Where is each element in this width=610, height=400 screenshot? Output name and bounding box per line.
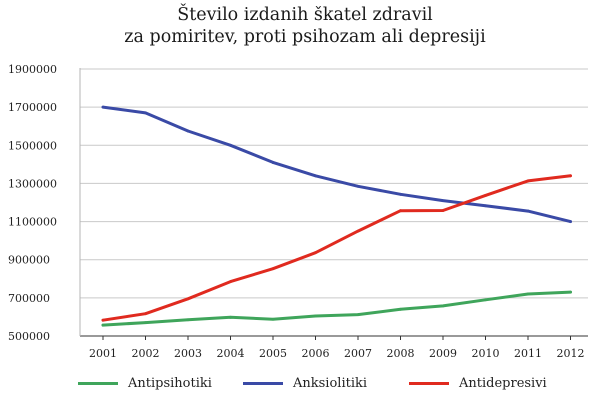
legend-swatch-antidepresivi	[409, 381, 449, 385]
legend-swatch-anksiolitiki	[243, 381, 283, 385]
data-point-anksiolitiki-2010	[484, 204, 487, 208]
data-point-anksiolitiki-2002	[144, 111, 147, 115]
x-tick-label: 2003	[174, 347, 202, 360]
y-tick-label: 1500000	[8, 139, 57, 152]
legend-swatch-antipsihotiki	[78, 381, 118, 385]
series-line-antidepresivi	[101, 174, 572, 322]
chart-title-line-2: za pomiritev, proti psihozam ali depresi…	[124, 27, 486, 47]
x-tick-label: 2002	[132, 347, 160, 360]
data-point-antipsihotiki-2010	[484, 298, 487, 302]
y-tick-label: 1300000	[8, 177, 57, 190]
data-point-antidepresivi-2008	[399, 209, 402, 213]
data-point-antipsihotiki-2003	[186, 318, 190, 322]
x-tick-label: 2004	[217, 347, 245, 360]
x-tick-label: 2011	[514, 347, 542, 360]
data-point-anksiolitiki-2004	[229, 143, 232, 147]
data-point-antidepresivi-2003	[186, 297, 190, 301]
x-tick-label: 2010	[472, 347, 500, 360]
data-point-antipsihotiki-2004	[229, 315, 232, 319]
legend-label-antidepresivi: Antidepresivi	[459, 375, 547, 391]
data-point-antidepresivi-2001	[101, 318, 105, 322]
data-point-antidepresivi-2005	[271, 267, 275, 271]
chart-title-line-1: Število izdanih škatel zdravil	[177, 5, 433, 25]
x-tick-label: 2006	[302, 347, 330, 360]
data-point-antipsihotiki-2005	[271, 317, 275, 321]
data-point-antipsihotiki-2002	[144, 321, 147, 325]
data-point-antidepresivi-2012	[569, 174, 572, 178]
x-tick-label: 2012	[557, 347, 585, 360]
data-point-anksiolitiki-2007	[356, 184, 360, 188]
data-point-antidepresivi-2010	[484, 194, 487, 197]
x-tick-label: 2005	[259, 347, 287, 360]
data-point-anksiolitiki-2008	[399, 192, 402, 196]
data-point-antipsihotiki-2008	[399, 307, 402, 311]
data-point-antidepresivi-2004	[229, 280, 232, 284]
data-point-antidepresivi-2002	[144, 312, 147, 316]
data-point-antipsihotiki-2009	[441, 304, 445, 308]
data-point-antipsihotiki-2001	[101, 323, 105, 327]
legend: Antipsihotiki Anksiolitiki Antidepresivi	[0, 372, 610, 394]
chart-title: Število izdanih škatel zdravil za pomiri…	[0, 4, 610, 48]
x-tick-label: 2009	[429, 347, 457, 360]
y-tick-label: 1900000	[8, 63, 57, 76]
data-point-antidepresivi-2011	[526, 179, 530, 183]
legend-item-antidepresivi: Antidepresivi	[409, 372, 547, 394]
data-point-antipsihotiki-2012	[569, 290, 572, 294]
y-tick-label: 1100000	[8, 216, 57, 229]
data-point-anksiolitiki-2011	[526, 209, 530, 213]
data-point-anksiolitiki-2012	[569, 220, 572, 223]
data-point-anksiolitiki-2009	[441, 199, 445, 202]
series-line-antipsihotiki	[101, 290, 572, 327]
y-tick-label: 900000	[8, 254, 50, 267]
legend-item-anksiolitiki: Anksiolitiki	[243, 372, 367, 394]
data-point-antidepresivi-2007	[356, 229, 360, 233]
data-point-anksiolitiki-2001	[101, 105, 105, 109]
x-tick-label: 2001	[89, 347, 117, 360]
data-point-antidepresivi-2009	[441, 209, 445, 212]
data-point-anksiolitiki-2005	[271, 161, 275, 164]
data-point-antipsihotiki-2007	[356, 313, 360, 317]
data-point-anksiolitiki-2006	[314, 174, 317, 178]
x-tick-label: 2007	[344, 347, 372, 360]
data-point-antidepresivi-2006	[314, 251, 317, 255]
legend-label-antipsihotiki: Antipsihotiki	[128, 375, 212, 391]
data-point-anksiolitiki-2003	[186, 129, 190, 133]
y-tick-label: 700000	[8, 292, 50, 305]
y-tick-label: 500000	[8, 330, 50, 343]
legend-item-antipsihotiki: Antipsihotiki	[78, 372, 212, 394]
series-line-anksiolitiki	[101, 105, 572, 224]
y-tick-label: 1700000	[8, 101, 57, 114]
data-point-antipsihotiki-2011	[526, 292, 530, 296]
data-point-antipsihotiki-2006	[314, 314, 317, 318]
legend-label-anksiolitiki: Anksiolitiki	[293, 375, 368, 391]
x-tick-label: 2008	[387, 347, 415, 360]
